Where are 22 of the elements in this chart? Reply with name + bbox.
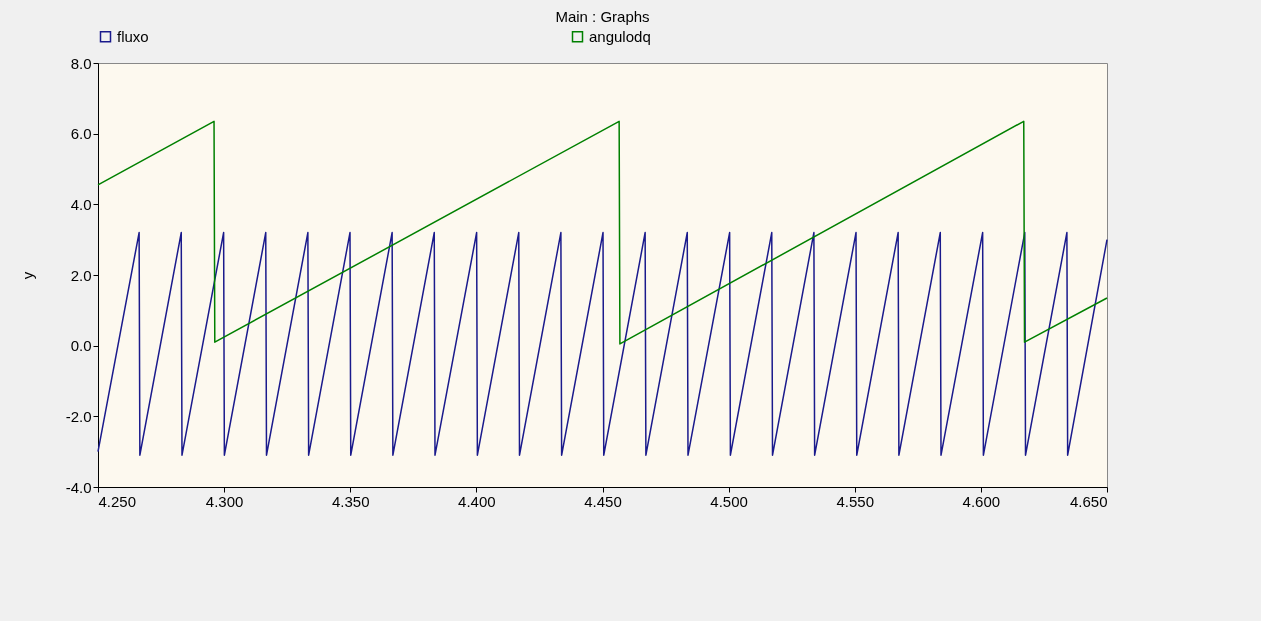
y-tick-label: -4.0 [65,478,92,496]
legend-label: fluxo [117,27,149,45]
y-tick-label: 0.0 [70,337,92,355]
y-tick-label: 6.0 [70,125,92,143]
legend-label: angulodq [589,27,651,45]
line-series [97,231,1108,456]
x-tick-label: 4.650 [1069,492,1108,510]
y-tick-label: 4.0 [70,195,92,213]
line-series [97,120,1108,345]
x-tick-label: 4.250 [98,492,137,510]
x-tick-label: 4.550 [836,492,875,510]
x-tick-label: 4.500 [710,492,748,510]
y-tick-label: 2.0 [70,266,92,284]
chart-title: Main : Graphs [555,8,650,25]
y-axis-title: y [18,271,36,280]
x-tick-label: 4.450 [584,492,622,510]
x-tick-label: 4.400 [458,492,496,510]
y-tick-label: -2.0 [65,407,92,425]
x-tick-label: 4.300 [205,492,244,510]
y-tick-label: 8.0 [70,54,92,72]
x-tick-label: 4.600 [962,492,1001,510]
x-tick-label: 4.350 [331,492,370,510]
